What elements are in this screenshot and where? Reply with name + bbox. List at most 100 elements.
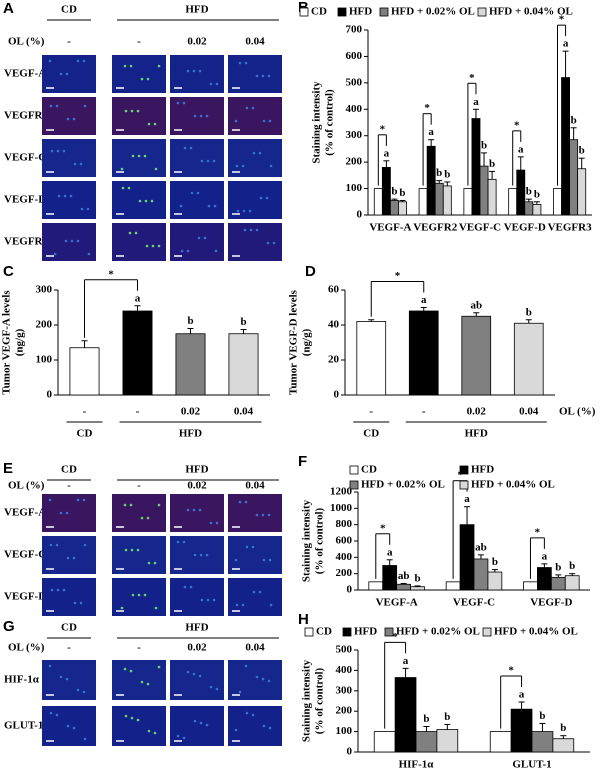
speckle [189, 146, 193, 150]
y-tick-label: 0 [357, 209, 363, 221]
speckle [215, 521, 219, 525]
speckle [193, 114, 197, 118]
y-tick-label: 100 [36, 354, 53, 366]
error-bar [464, 506, 471, 525]
error-bar [423, 726, 430, 732]
micrograph [228, 536, 282, 574]
panel-label: C [3, 263, 14, 280]
speckle [59, 72, 63, 76]
y-tick-label: 200 [36, 319, 53, 331]
y-tick-label: 20 [328, 354, 340, 366]
speckle [207, 204, 211, 208]
speckle [234, 728, 238, 732]
y-axis-label: Tumor VEGF-A levels [1, 290, 13, 395]
speckle [251, 106, 255, 110]
x-tick-label: - [422, 406, 426, 418]
error-bar [525, 198, 532, 202]
significance-star: * [380, 123, 386, 135]
group-header: CD [61, 464, 77, 476]
speckle [76, 688, 80, 692]
speckle [236, 209, 240, 213]
ol-value: 0.02 [187, 36, 207, 48]
y-tick-label: 40 [328, 319, 340, 331]
ol-value: 0.02 [187, 480, 207, 492]
speckle [65, 677, 69, 681]
micrograph [112, 660, 166, 700]
speckle [244, 61, 248, 65]
x-tick-label: GLUT-1 [512, 759, 551, 771]
speckle [72, 556, 76, 560]
speckle [72, 726, 76, 730]
speckle [123, 667, 127, 671]
speckle [137, 154, 141, 158]
micrograph [42, 223, 96, 261]
row-label: VEGF-D [4, 591, 46, 603]
speckle [63, 194, 67, 198]
bar [434, 182, 444, 216]
bar [426, 145, 436, 216]
legend-swatch [384, 627, 394, 637]
y-tick-label: 200 [336, 567, 353, 579]
speckle [262, 558, 266, 562]
y-tick-label: 400 [336, 664, 353, 676]
row-label: VEGFR2 [4, 110, 49, 122]
error-bar [560, 735, 567, 739]
legend-label: HFD + 0.02% OL [391, 6, 475, 18]
error-bar [81, 340, 88, 348]
speckle [82, 59, 86, 63]
speckle [157, 64, 161, 68]
panel-label: F [298, 453, 307, 470]
speckle [209, 82, 213, 86]
error-bar [570, 127, 577, 140]
error-bar [400, 582, 407, 585]
bar [569, 139, 579, 216]
speckle [215, 687, 219, 691]
bar [373, 188, 383, 216]
speckle [197, 236, 201, 240]
speckle [83, 104, 87, 108]
significance-letter: a [387, 546, 393, 558]
significance-letter: b [489, 158, 495, 170]
significance-letter: b [481, 139, 487, 151]
y-tick-label: 100 [336, 725, 353, 737]
significance-letter: a [563, 38, 569, 50]
group-header: HFD [185, 4, 208, 16]
legend-label: HFD + 0.02% OL [361, 479, 445, 491]
speckle [154, 167, 158, 171]
speckle [198, 69, 202, 73]
speckle [251, 545, 255, 549]
speckle [182, 736, 186, 740]
error-bar [444, 181, 451, 186]
speckle [50, 149, 54, 153]
significance-letter: b [526, 186, 532, 198]
legend-label: CD [311, 6, 327, 18]
x-tick-label: 0.04 [519, 406, 539, 418]
bar [373, 731, 396, 753]
speckle [150, 199, 154, 203]
speckle [121, 186, 125, 190]
speckle [258, 151, 262, 155]
significance-star: * [380, 522, 386, 534]
speckle [198, 674, 202, 678]
significance-letter: b [571, 114, 577, 126]
significance-letter: b [399, 187, 405, 199]
speckle [248, 209, 252, 213]
bar [524, 201, 534, 216]
significance-letter: b [187, 315, 193, 327]
bar [459, 524, 475, 591]
speckle [56, 588, 60, 592]
speckle [134, 231, 138, 235]
bar [415, 731, 438, 753]
x-tick-label: 0.02 [181, 406, 201, 418]
micrograph [228, 97, 282, 135]
speckle [209, 685, 213, 689]
error-bar [187, 328, 194, 334]
speckle [261, 74, 265, 78]
speckle [238, 61, 242, 65]
speckle [243, 228, 247, 232]
bar [489, 731, 512, 753]
bar [389, 200, 399, 216]
speckle [49, 104, 53, 108]
y-axis-label: Staining intensity [311, 81, 323, 164]
speckle [215, 82, 219, 86]
